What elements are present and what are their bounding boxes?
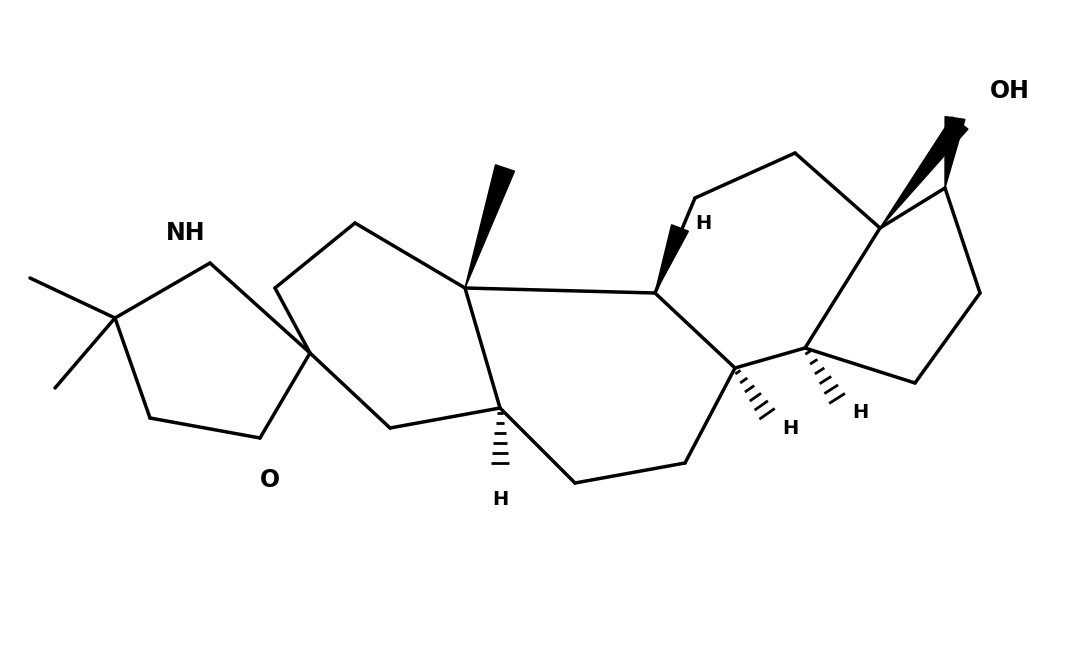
Text: O: O [260,468,280,492]
Text: H: H [782,418,798,438]
Polygon shape [655,225,688,293]
Polygon shape [945,116,964,188]
Text: OH: OH [990,79,1030,103]
Text: NH: NH [165,221,205,245]
Text: H: H [492,490,508,509]
Text: H: H [852,403,868,422]
Polygon shape [465,165,514,288]
Text: H: H [695,213,711,232]
Polygon shape [880,117,968,228]
